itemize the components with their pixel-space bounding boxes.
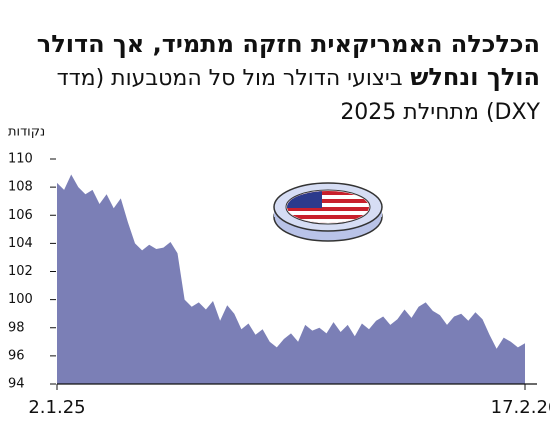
x-tick-label: 17.2.26	[491, 397, 550, 418]
y-axis-label: נקודות	[8, 125, 45, 140]
chart-subtitle: ביצועי הדולר מול סל המטבעות (מדד DXY) מת…	[56, 66, 540, 125]
y-tick-label: 108	[8, 180, 33, 195]
y-tick-label: 94	[8, 377, 25, 392]
coin-icon	[273, 182, 383, 242]
y-tick-label: 102	[8, 264, 33, 279]
y-tick-label: 110	[8, 152, 33, 167]
y-tick-label: 98	[8, 320, 25, 335]
y-tick-label: 96	[8, 348, 25, 363]
area	[57, 174, 525, 384]
y-tick-label: 104	[8, 236, 33, 251]
y-tick-label: 100	[8, 292, 33, 307]
chart-title: הכלכלה האמריקאית חזקה מתמיד, אך הדולר הו…	[36, 30, 540, 91]
header: הכלכלה האמריקאית חזקה מתמיד, אך הדולר הו…	[10, 28, 540, 129]
x-tick-label: 2.1.25	[28, 397, 85, 418]
y-tick-label: 106	[8, 208, 33, 223]
